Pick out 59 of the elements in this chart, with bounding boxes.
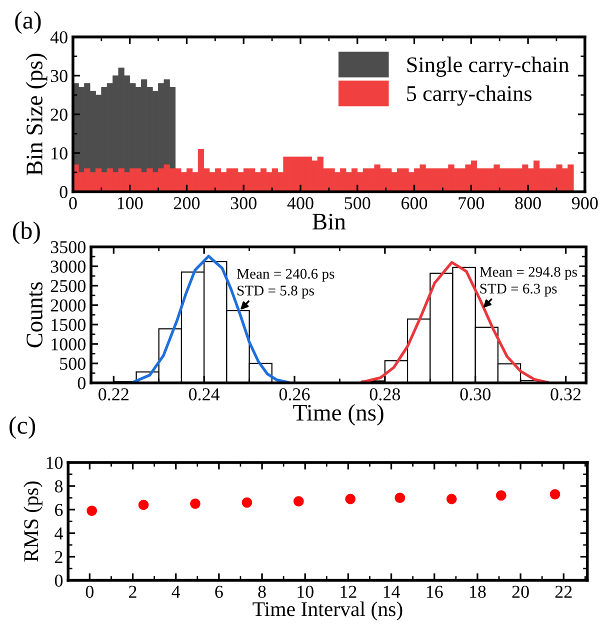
x-tick-label: 2: [129, 586, 136, 598]
y-tick-label: 1500: [52, 318, 86, 331]
x-tick-label: 500: [344, 197, 370, 210]
y-tick-label: 0: [54, 574, 63, 587]
x-tick-label: 0.30: [460, 388, 490, 400]
x-tick-label: 18: [470, 586, 486, 598]
x-tick-label: 0.22: [98, 388, 128, 400]
annotation: Mean = 294.8 ps STD = 6.3 ps: [480, 266, 577, 297]
chart-title: (b): [12, 221, 40, 244]
x-tick-label: 16: [426, 586, 443, 598]
y-tick-label: 3000: [50, 260, 86, 273]
y-tick-label: 8: [54, 480, 63, 492]
y-tick-label: 3500: [50, 241, 86, 254]
x-tick-label: 12: [340, 586, 356, 598]
x-tick-label: 22: [555, 586, 572, 598]
y-axis-title: Bin Size (ps): [26, 54, 48, 176]
y-tick-label: 0: [60, 186, 68, 198]
y-tick-label: 10: [46, 456, 63, 469]
x-axis-title: Time Interval (ns): [252, 602, 402, 620]
x-tick-label: 20: [512, 586, 529, 598]
y-tick-label: 6: [55, 504, 63, 516]
legend-label: Single carry-chain: [407, 56, 570, 77]
chart-title: (a): [15, 11, 41, 34]
x-tick-label: 14: [384, 586, 400, 598]
annotation: Mean = 240.6 ps STD = 5.8 ps: [236, 268, 334, 298]
x-tick-label: 0.28: [370, 388, 400, 400]
x-axis-title: Bin: [312, 214, 346, 230]
y-tick-label: 20: [50, 108, 68, 121]
y-tick-label: 1000: [52, 338, 86, 350]
y-tick-label: 2500: [50, 280, 86, 292]
y-axis-title: Counts: [26, 282, 43, 348]
x-tick-label: 300: [230, 197, 256, 210]
x-tick-label: 200: [174, 197, 200, 210]
legend-label: 5 carry-chains: [407, 85, 532, 106]
x-tick-label: 600: [401, 197, 428, 210]
x-tick-label: 800: [515, 197, 541, 210]
x-tick-label: 100: [118, 197, 143, 210]
y-tick-label: 500: [60, 358, 86, 370]
y-axis-title: RMS (ps): [24, 481, 42, 562]
x-tick-label: 10: [298, 586, 314, 598]
y-tick-label: 2: [55, 551, 62, 563]
y-tick-label: 10: [52, 147, 68, 160]
x-tick-label: 6: [215, 586, 223, 598]
x-tick-label: 0.32: [550, 388, 581, 400]
y-tick-label: 2000: [50, 299, 86, 312]
x-tick-label: 400: [287, 197, 314, 210]
x-tick-label: 0.26: [279, 388, 310, 400]
chart-title: (c): [10, 416, 36, 439]
x-tick-label: 0.24: [188, 388, 220, 400]
y-tick-label: 40: [50, 31, 68, 44]
y-tick-label: 0: [78, 377, 86, 390]
x-tick-label: 700: [458, 197, 484, 210]
x-axis-title: Time (ns): [293, 404, 384, 426]
x-tick-label: 8: [258, 586, 266, 598]
y-tick-label: 30: [50, 70, 68, 82]
x-tick-label: 900: [572, 197, 598, 210]
x-tick-label: 4: [172, 586, 180, 598]
x-tick-label: 0: [86, 586, 94, 598]
y-tick-label: 4: [54, 528, 63, 540]
